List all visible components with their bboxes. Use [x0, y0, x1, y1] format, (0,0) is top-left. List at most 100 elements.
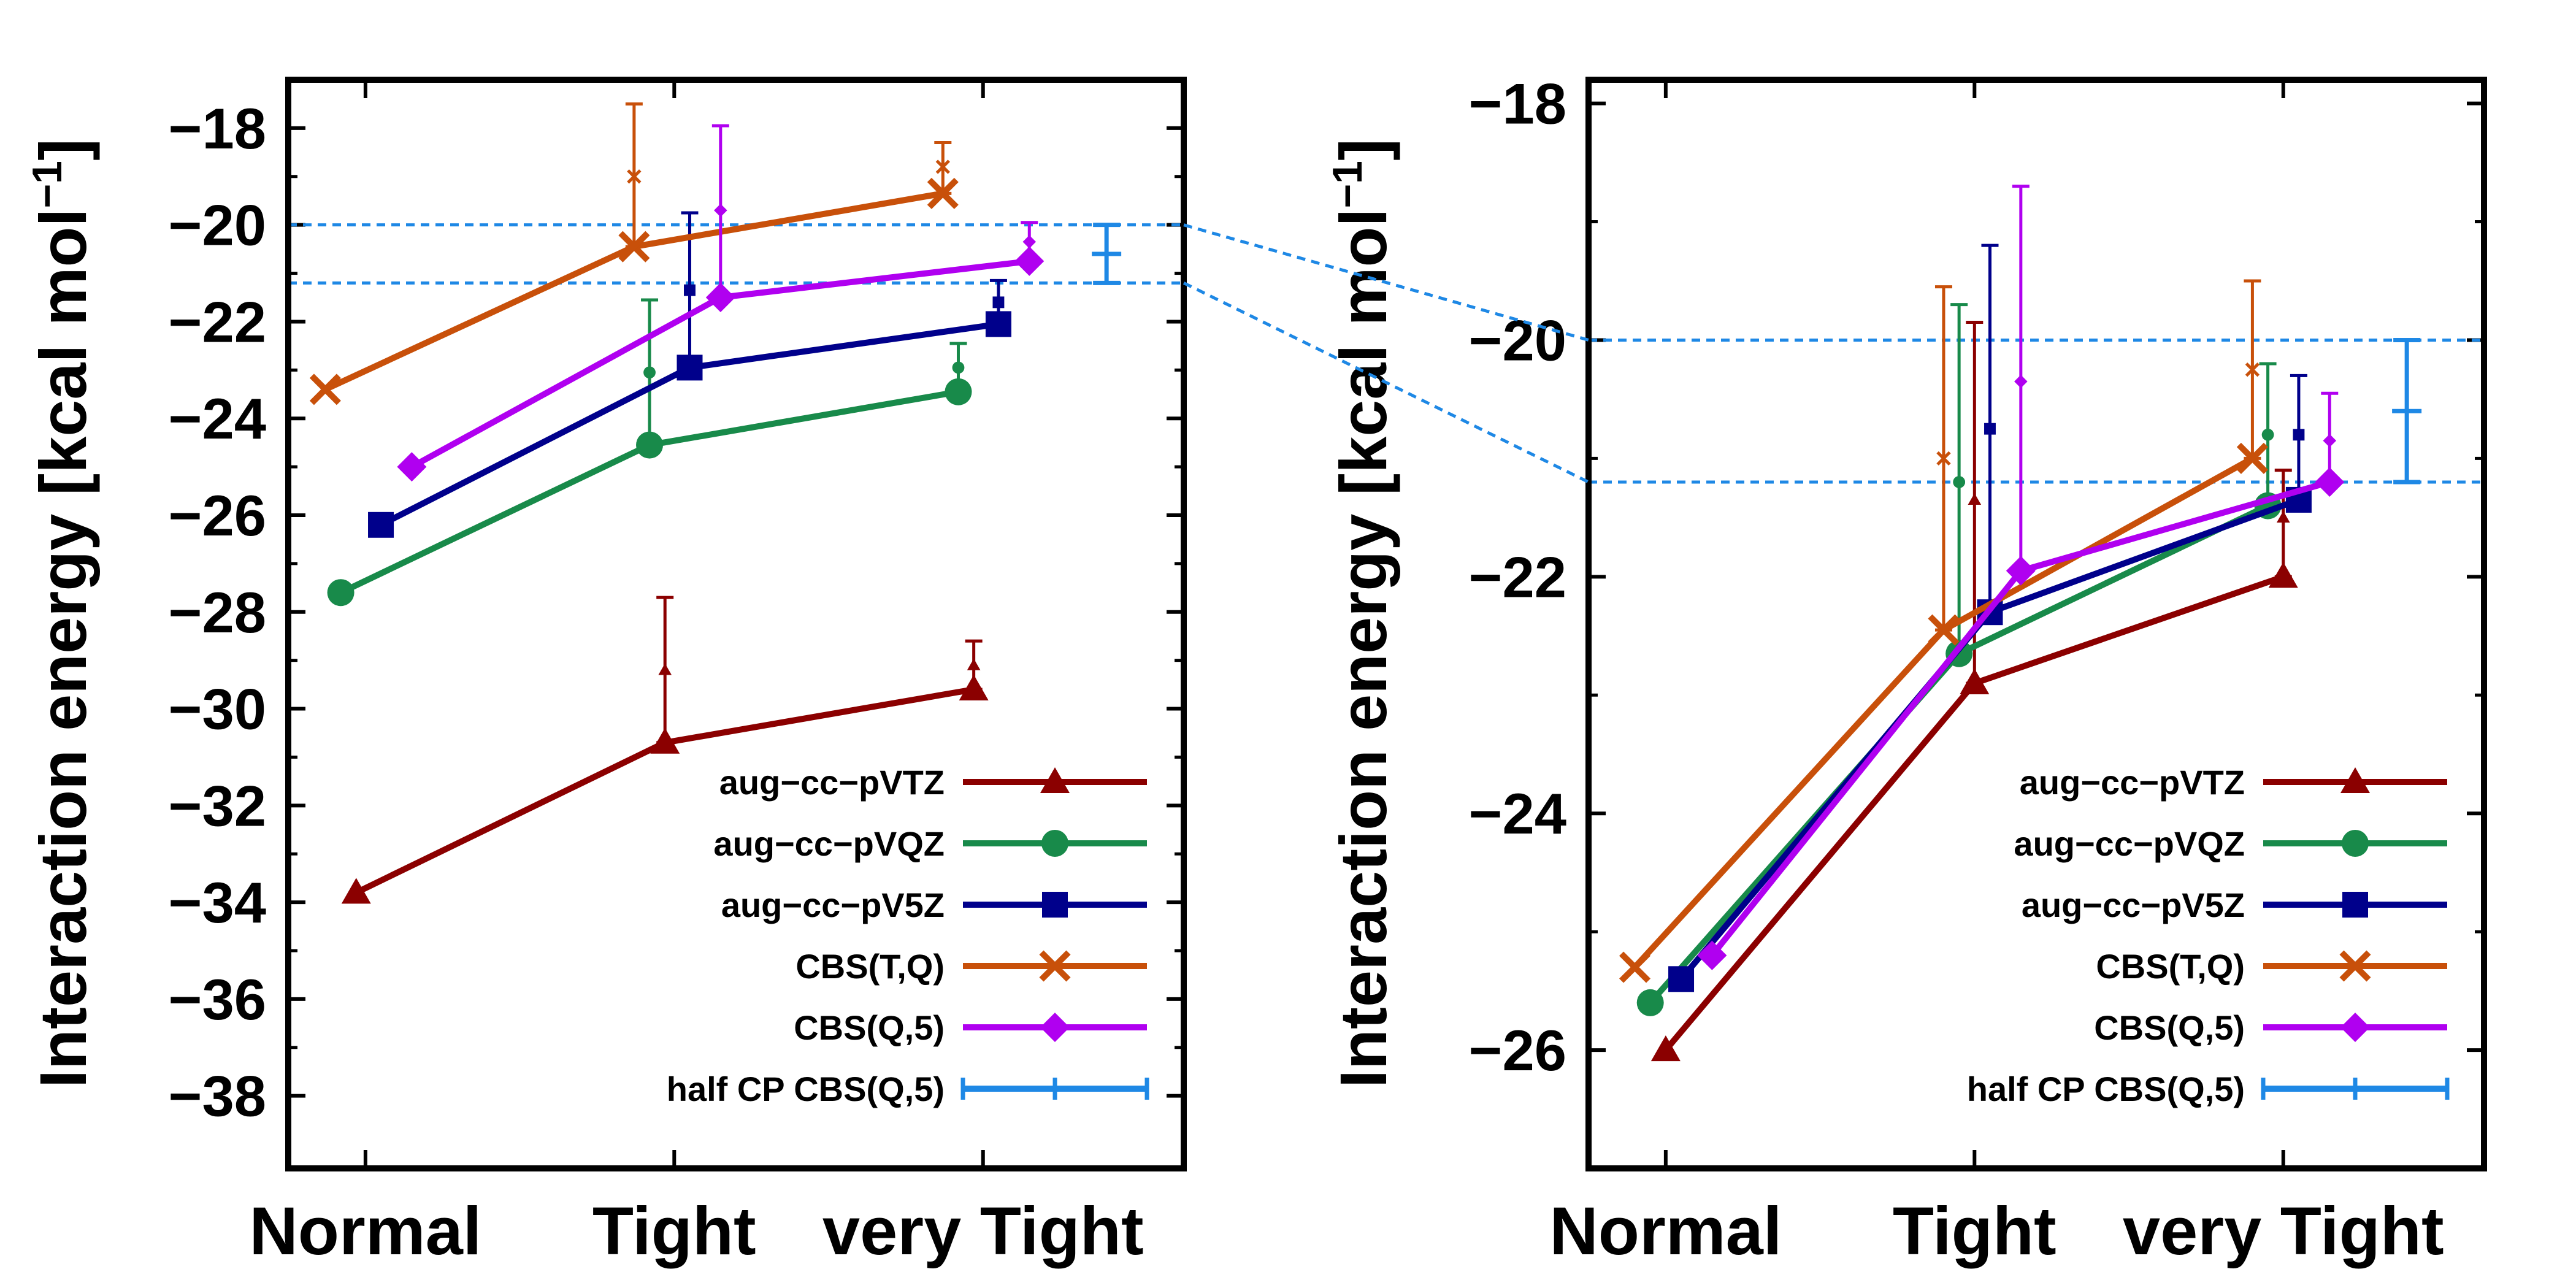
left-series-half-cp-cbs-q-5 — [1092, 223, 1122, 285]
square-marker — [1042, 892, 1068, 918]
triangle-marker — [959, 675, 989, 700]
left-ytick-label: −36 — [169, 967, 266, 1032]
legend-item-cbs-q-5: CBS(Q,5) — [2094, 1008, 2447, 1047]
right-plot-frame — [1585, 77, 2487, 1171]
square-marker — [677, 355, 703, 381]
left-xtick-label-tight: Tight — [592, 1194, 756, 1269]
diamond-marker — [1040, 1013, 1070, 1042]
diamond-marker — [2014, 375, 2028, 388]
circle-marker — [1041, 830, 1068, 857]
right-ytick-label: −22 — [1469, 545, 1566, 609]
left-ytick-label: −24 — [169, 386, 266, 451]
cross-marker — [935, 159, 950, 174]
left-ytick-label: −38 — [169, 1064, 266, 1129]
diamond-marker — [2006, 556, 2036, 586]
diamond-marker — [2340, 1013, 2370, 1042]
circle-marker — [952, 361, 965, 374]
left-series-aug-cc-pvqz — [327, 298, 972, 607]
right-panel: −18 −20 −22 −24 −26 Normal Tight very Tight aug−… — [1324, 72, 2487, 1269]
triangle-marker — [658, 663, 672, 675]
circle-marker — [636, 431, 664, 459]
left-plot-frame — [285, 77, 1187, 1171]
legend-item-aug-cc-pvtz: aug−cc−pVTZ — [719, 763, 1147, 802]
diamond-marker — [1014, 246, 1045, 276]
right-xtick-label-normal: Normal — [1549, 1194, 1782, 1269]
left-series-cbs-q-5 — [397, 124, 1045, 482]
circle-marker — [1636, 989, 1664, 1016]
right-ytick-label: −24 — [1469, 781, 1566, 846]
legend-item-aug-cc-pv5z: aug−cc−pV5Z — [721, 886, 1147, 924]
diamond-marker — [705, 283, 735, 312]
cross-marker — [927, 177, 959, 209]
right-xtick-label-very-tight: very Tight — [2123, 1194, 2444, 1269]
triangle-marker — [1040, 767, 1070, 793]
right-series-cbs-t-q — [1619, 279, 2268, 983]
diamond-marker — [2315, 467, 2345, 497]
legend-label: half CP CBS(Q,5) — [667, 1070, 945, 1108]
triangle-marker — [2276, 511, 2290, 523]
legend-label: CBS(T,Q) — [2096, 947, 2245, 986]
cross-marker — [1619, 951, 1651, 983]
zoom-connector-line — [1183, 223, 1589, 342]
triangle-marker — [1968, 493, 1982, 505]
left-series-aug-cc-pvtz — [341, 596, 989, 904]
triangle-marker — [341, 878, 371, 904]
left-ytick-label: −22 — [169, 289, 266, 354]
legend-item-aug-cc-pvtz: aug−cc−pVTZ — [2020, 763, 2447, 802]
legend-label: aug−cc−pVTZ — [2020, 763, 2245, 802]
legend-label: aug−cc−pV5Z — [2022, 886, 2245, 924]
triangle-marker — [1960, 668, 1990, 694]
square-marker — [1984, 423, 1996, 435]
legend-label: CBS(Q,5) — [794, 1008, 945, 1047]
right-plot-layer: −18 −20 −22 −24 −26 Normal Tight very Tight aug−… — [1469, 72, 2484, 1269]
diamond-marker — [397, 452, 427, 482]
diamond-marker — [714, 204, 727, 217]
legend-label: CBS(Q,5) — [2094, 1008, 2245, 1047]
legend-item-aug-cc-pvqz: aug−cc−pVQZ — [713, 824, 1147, 863]
circle-marker — [327, 579, 355, 607]
cross-marker — [1928, 614, 1960, 646]
circle-marker — [643, 366, 656, 379]
legend-label: half CP CBS(Q,5) — [1967, 1070, 2245, 1108]
left-ytick-label: −18 — [169, 96, 266, 161]
square-marker — [2293, 429, 2305, 441]
diamond-marker — [1022, 235, 1037, 249]
left-y-axis-label: Interaction energy [kcal mol−1] — [24, 139, 100, 1088]
cross-marker — [2245, 362, 2260, 377]
legend-label: CBS(T,Q) — [795, 947, 945, 986]
left-ytick-label: −32 — [169, 773, 266, 838]
right-series-aug-cc-pvtz — [1650, 321, 2298, 1062]
zoom-connector-lines — [1183, 223, 1590, 484]
right-ytick-label: −20 — [1469, 308, 1566, 372]
legend-item-aug-cc-pvqz: aug−cc−pVQZ — [2014, 824, 2447, 863]
circle-marker — [2342, 830, 2369, 857]
left-ytick-label: −34 — [169, 870, 266, 935]
left-xtick-label-very-tight: very Tight — [822, 1194, 1144, 1269]
legend-item-cbs-q-5: CBS(Q,5) — [794, 1008, 1147, 1047]
right-ytick-label: −26 — [1469, 1018, 1566, 1083]
legend-label: aug−cc−pVTZ — [719, 763, 945, 802]
circle-marker — [2261, 428, 2274, 441]
legend-item-half-cp-cbs-q-5: half CP CBS(Q,5) — [1967, 1070, 2450, 1108]
legend-label: aug−cc−pV5Z — [721, 886, 945, 924]
square-marker — [1668, 966, 1695, 992]
diamond-marker — [1697, 940, 1727, 970]
legend-item-cbs-t-q: CBS(T,Q) — [2096, 947, 2447, 986]
square-marker — [992, 296, 1005, 309]
right-xtick-label-tight: Tight — [1893, 1194, 2057, 1269]
legend-label: aug−cc−pVQZ — [713, 824, 945, 863]
cross-marker — [309, 374, 341, 405]
legend-item-cbs-t-q: CBS(T,Q) — [795, 947, 1147, 986]
left-plot-layer: −18 −20 −22 −24 −26 −28 −30 −32 −34 −36 −38 Normal T… — [169, 80, 1184, 1269]
right-series-half-cp-cbs-q-5 — [2392, 337, 2422, 485]
legend-item-aug-cc-pv5z: aug−cc−pV5Z — [2022, 886, 2447, 924]
left-ytick-label: −28 — [169, 580, 266, 645]
circle-marker — [1953, 476, 1966, 488]
square-marker — [2342, 892, 2368, 918]
left-ytick-label: −26 — [169, 483, 266, 548]
diamond-marker — [2323, 434, 2337, 448]
left-ytick-label: −30 — [169, 677, 266, 742]
cross-marker — [1936, 451, 1951, 466]
